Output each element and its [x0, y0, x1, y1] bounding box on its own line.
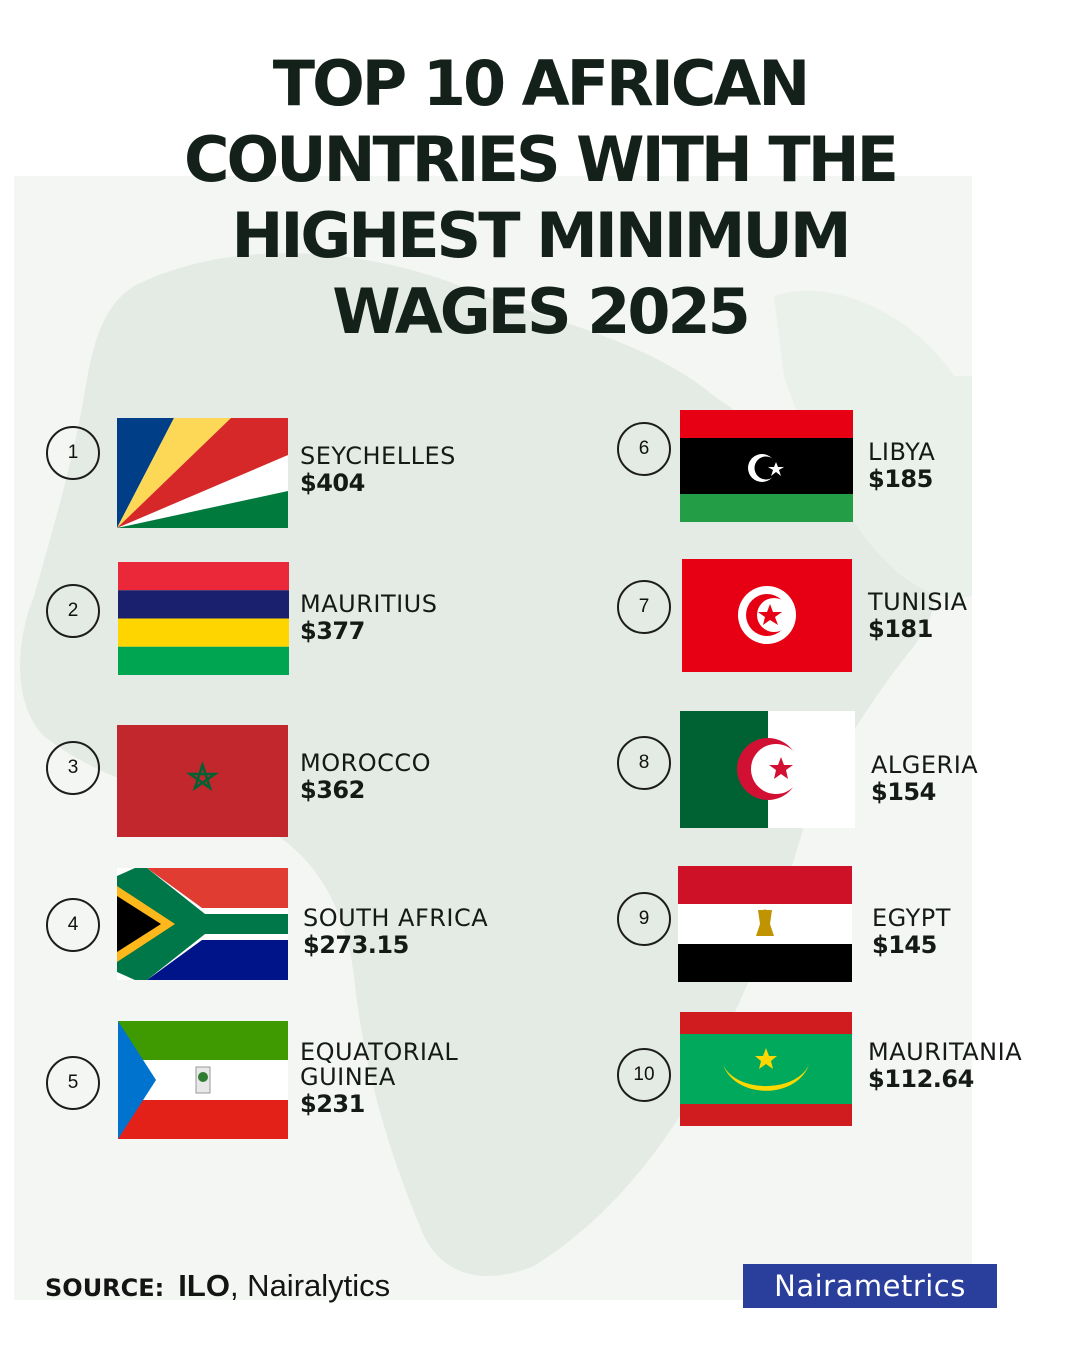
page-title: TOP 10 AFRICAN COUNTRIES WITH THE HIGHES… [0, 46, 1080, 350]
rank-badge-4: 4 [46, 898, 100, 952]
south-africa-flag-icon [117, 868, 288, 980]
title-line: HIGHEST MINIMUM [231, 199, 851, 272]
ranking-label-10: MAURITANIA $112.64 [868, 1038, 1023, 1094]
country-name: SOUTH AFRICA [303, 904, 489, 932]
title-line: TOP 10 AFRICAN [272, 47, 810, 120]
rank-badge-7: 7 [617, 580, 671, 634]
source-credit: SOURCE: ILO, Nairalytics [45, 1268, 390, 1304]
rank-badge-2: 2 [46, 584, 100, 638]
country-name: LIBYA [868, 438, 936, 466]
ranking-label-7: TUNISIA $181 [868, 588, 968, 644]
country-name-line2: GUINEA [300, 1063, 396, 1091]
ranking-label-1: SEYCHELLES $404 [300, 442, 456, 498]
wage-value: $231 [300, 1090, 365, 1118]
rank-badge-5: 5 [46, 1056, 100, 1110]
wage-value: $362 [300, 776, 365, 804]
tunisia-flag-icon [682, 559, 852, 672]
country-name: MOROCCO [300, 749, 432, 777]
seychelles-flag-icon [117, 418, 288, 528]
country-name: MAURITANIA [868, 1038, 1023, 1066]
libya-flag-icon [680, 410, 853, 522]
wage-value: $145 [872, 931, 937, 959]
country-name: EGYPT [872, 904, 951, 932]
rank-badge-8: 8 [617, 736, 671, 790]
country-name: MAURITIUS [300, 590, 438, 618]
rank-badge-6: 6 [617, 422, 671, 476]
wage-value: $273.15 [303, 931, 409, 959]
wage-value: $377 [300, 617, 365, 645]
wage-value: $112.64 [868, 1065, 974, 1093]
wage-value: $181 [868, 615, 933, 643]
rank-badge-1: 1 [46, 426, 100, 480]
source-primary: ILO [178, 1268, 230, 1303]
source-label: SOURCE: [45, 1274, 165, 1302]
rank-badge-9: 9 [617, 892, 671, 946]
egypt-flag-icon [678, 866, 852, 982]
source-separator: , [229, 1268, 239, 1303]
arabia-shape [774, 290, 972, 598]
nairametrics-logo: Nairametrics [743, 1264, 997, 1308]
mauritius-flag-icon [118, 562, 289, 675]
wage-value: $154 [871, 778, 936, 806]
wage-value: $185 [868, 465, 933, 493]
rank-badge-10: 10 [617, 1048, 671, 1102]
source-secondary: Nairalytics [238, 1268, 391, 1303]
rank-badge-3: 3 [46, 741, 100, 795]
country-name: TUNISIA [868, 588, 968, 616]
country-name-line1: EQUATORIAL [300, 1038, 459, 1066]
ranking-label-5: EQUATORIAL GUINEA $231 [300, 1038, 459, 1119]
title-line: WAGES 2025 [332, 275, 751, 348]
equatorial-guinea-flag-icon [118, 1021, 288, 1139]
country-name: ALGERIA [871, 751, 979, 779]
country-name: SEYCHELLES [300, 442, 456, 470]
mauritania-flag-icon [680, 1012, 852, 1126]
ranking-label-6: LIBYA $185 [868, 438, 936, 494]
ranking-label-2: MAURITIUS $377 [300, 590, 438, 646]
algeria-flag-icon [680, 711, 855, 828]
title-line: COUNTRIES WITH THE [184, 123, 899, 196]
brand-name: Nairametrics [774, 1269, 966, 1303]
ranking-label-4: SOUTH AFRICA $273.15 [303, 904, 489, 960]
ranking-label-8: ALGERIA $154 [871, 751, 979, 807]
wage-value: $404 [300, 469, 365, 497]
ranking-label-9: EGYPT $145 [872, 904, 951, 960]
ranking-label-3: MOROCCO $362 [300, 749, 432, 805]
morocco-flag-icon [117, 725, 288, 837]
